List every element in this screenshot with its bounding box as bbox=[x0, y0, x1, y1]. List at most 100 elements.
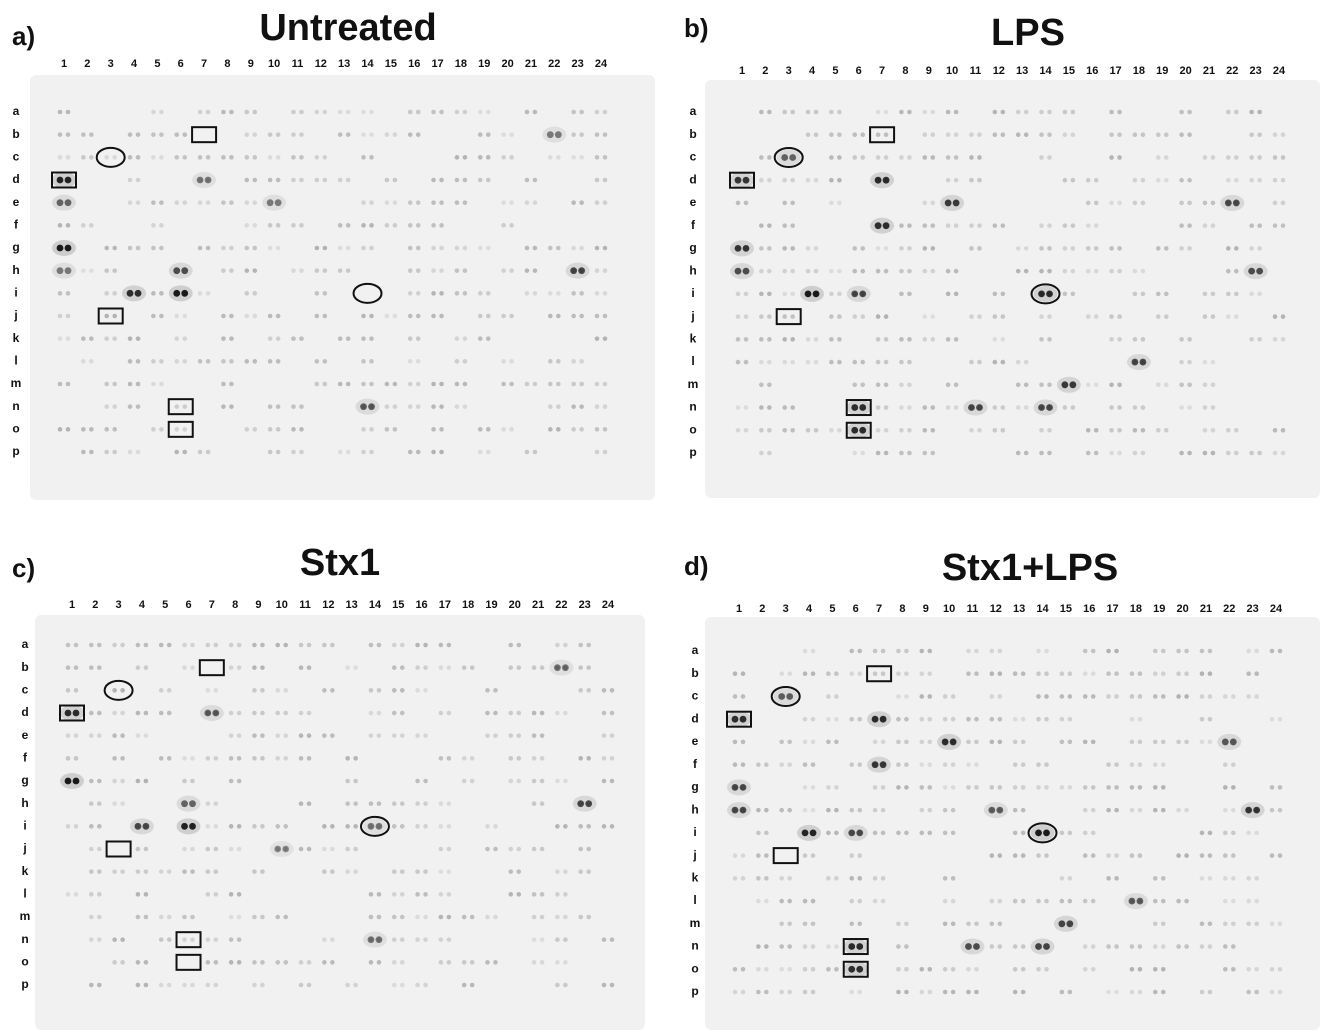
spot bbox=[89, 359, 94, 364]
spot bbox=[1109, 428, 1114, 433]
spot-halo bbox=[60, 773, 84, 789]
spot bbox=[790, 110, 795, 115]
spot bbox=[922, 132, 927, 137]
column-label: 4 bbox=[139, 599, 146, 611]
spot bbox=[811, 808, 816, 813]
spot bbox=[136, 915, 141, 920]
spot bbox=[252, 643, 257, 648]
spot bbox=[97, 665, 102, 670]
spot bbox=[393, 178, 398, 183]
spot bbox=[1138, 808, 1143, 813]
spot bbox=[275, 711, 280, 716]
spot bbox=[1047, 269, 1052, 274]
panel-title: LPS bbox=[991, 12, 1065, 54]
spot bbox=[400, 983, 405, 988]
spot bbox=[392, 688, 397, 693]
spot bbox=[330, 847, 335, 852]
strong-spot bbox=[880, 761, 887, 768]
spot bbox=[563, 983, 568, 988]
spot bbox=[463, 291, 468, 296]
spot bbox=[1047, 246, 1052, 251]
column-label: 16 bbox=[1086, 65, 1098, 77]
spot bbox=[1021, 853, 1026, 858]
spot bbox=[501, 314, 506, 319]
spot bbox=[571, 382, 576, 387]
spot bbox=[66, 688, 71, 693]
spot bbox=[1176, 740, 1181, 745]
column-label: 12 bbox=[990, 603, 1002, 615]
spot bbox=[112, 711, 117, 716]
spot bbox=[744, 428, 749, 433]
spot bbox=[346, 223, 351, 228]
spot bbox=[89, 132, 94, 137]
spot bbox=[81, 336, 86, 341]
spot bbox=[392, 711, 397, 716]
spot bbox=[876, 405, 881, 410]
spot bbox=[744, 405, 749, 410]
column-label: 1 bbox=[61, 58, 67, 70]
spot bbox=[767, 405, 772, 410]
spot bbox=[837, 155, 842, 160]
spot bbox=[951, 694, 956, 699]
spot bbox=[104, 336, 109, 341]
spot bbox=[323, 110, 328, 115]
spot bbox=[1036, 717, 1041, 722]
spot bbox=[485, 960, 490, 965]
strong-spot bbox=[973, 943, 980, 950]
spot bbox=[540, 937, 545, 942]
spot bbox=[803, 808, 808, 813]
spot bbox=[1109, 132, 1114, 137]
spot bbox=[291, 110, 296, 115]
spot bbox=[899, 246, 904, 251]
spot bbox=[112, 336, 117, 341]
spot bbox=[1091, 808, 1096, 813]
spot bbox=[338, 450, 343, 455]
strong-spot bbox=[197, 177, 204, 184]
spot bbox=[571, 291, 576, 296]
spot bbox=[1138, 717, 1143, 722]
strong-spot bbox=[1256, 268, 1263, 275]
spot bbox=[857, 762, 862, 767]
spot bbox=[540, 847, 545, 852]
spot bbox=[1021, 990, 1026, 995]
spot bbox=[338, 223, 343, 228]
spot bbox=[1021, 944, 1026, 949]
spot bbox=[532, 665, 537, 670]
spot bbox=[759, 405, 764, 410]
spot bbox=[943, 762, 948, 767]
spot bbox=[291, 450, 296, 455]
spot bbox=[741, 853, 746, 858]
spot bbox=[852, 132, 857, 137]
spot bbox=[951, 922, 956, 927]
row-label: n bbox=[21, 932, 28, 946]
spot bbox=[954, 383, 959, 388]
spot bbox=[463, 268, 468, 273]
strong-spot bbox=[189, 800, 196, 807]
spot bbox=[532, 801, 537, 806]
spot bbox=[919, 717, 924, 722]
spot bbox=[1187, 383, 1192, 388]
spot bbox=[548, 155, 553, 160]
spot bbox=[120, 779, 125, 784]
row-label: e bbox=[690, 195, 697, 209]
strong-spot bbox=[1035, 943, 1042, 950]
spot bbox=[1060, 785, 1065, 790]
spot bbox=[229, 847, 234, 852]
spot bbox=[1246, 694, 1251, 699]
spot bbox=[315, 291, 320, 296]
spot bbox=[1094, 314, 1099, 319]
column-label: 24 bbox=[602, 599, 615, 611]
spot bbox=[275, 688, 280, 693]
spot bbox=[610, 937, 615, 942]
spot bbox=[595, 268, 600, 273]
spot bbox=[58, 336, 63, 341]
spot bbox=[556, 291, 561, 296]
spot bbox=[244, 314, 249, 319]
spot bbox=[276, 178, 281, 183]
spot bbox=[826, 694, 831, 699]
strong-spot bbox=[1140, 359, 1147, 366]
spot bbox=[907, 223, 912, 228]
strong-spot bbox=[1046, 290, 1053, 297]
spot bbox=[1114, 853, 1119, 858]
spot bbox=[1109, 201, 1114, 206]
